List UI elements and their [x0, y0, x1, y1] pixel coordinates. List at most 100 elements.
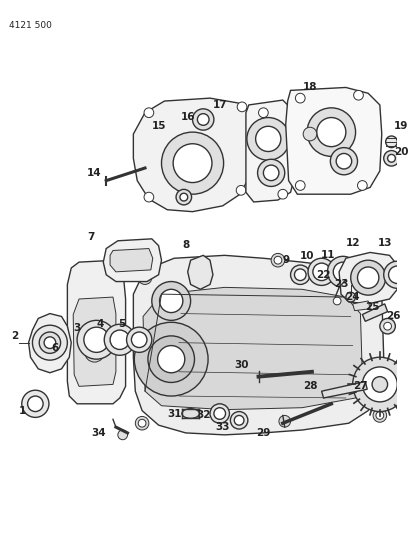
Text: 11: 11	[321, 251, 336, 260]
Circle shape	[388, 266, 406, 284]
Circle shape	[144, 108, 154, 118]
Circle shape	[110, 330, 129, 350]
Circle shape	[295, 269, 306, 280]
Text: 13: 13	[377, 238, 392, 248]
Circle shape	[84, 327, 109, 352]
Text: 9: 9	[282, 255, 289, 265]
Circle shape	[357, 181, 367, 190]
Polygon shape	[246, 100, 297, 202]
Text: 3: 3	[73, 323, 81, 333]
Polygon shape	[133, 98, 256, 212]
Text: 4121 500: 4121 500	[9, 21, 52, 30]
Circle shape	[384, 261, 408, 288]
Text: 6: 6	[51, 343, 58, 352]
Text: 17: 17	[213, 100, 227, 110]
Circle shape	[333, 262, 353, 281]
Circle shape	[104, 324, 135, 356]
Circle shape	[231, 411, 248, 429]
Text: 8: 8	[182, 240, 189, 249]
Circle shape	[259, 108, 268, 118]
Text: 7: 7	[87, 232, 94, 242]
Circle shape	[351, 260, 386, 295]
Circle shape	[126, 327, 152, 352]
Text: 22: 22	[316, 270, 331, 280]
Circle shape	[148, 336, 195, 383]
Circle shape	[274, 256, 282, 264]
Circle shape	[372, 377, 388, 392]
Text: 34: 34	[91, 428, 106, 438]
Text: 16: 16	[180, 111, 195, 122]
Circle shape	[264, 165, 279, 181]
Polygon shape	[362, 304, 388, 321]
Circle shape	[162, 132, 224, 194]
Text: 30: 30	[235, 360, 249, 370]
Polygon shape	[73, 297, 116, 386]
Circle shape	[237, 102, 247, 112]
Text: 23: 23	[334, 279, 348, 289]
Circle shape	[257, 159, 285, 187]
Circle shape	[160, 289, 183, 312]
Circle shape	[138, 419, 146, 427]
Circle shape	[307, 108, 356, 156]
Circle shape	[33, 325, 67, 360]
Circle shape	[388, 155, 395, 162]
Circle shape	[236, 185, 246, 195]
Text: 29: 29	[256, 428, 271, 438]
Circle shape	[330, 148, 357, 175]
Circle shape	[384, 150, 399, 166]
Text: 25: 25	[365, 302, 379, 312]
Text: 1: 1	[19, 406, 27, 416]
Polygon shape	[29, 313, 71, 373]
Circle shape	[234, 415, 244, 425]
Circle shape	[303, 127, 317, 141]
Text: 12: 12	[346, 238, 360, 248]
Circle shape	[138, 271, 152, 285]
Circle shape	[157, 345, 185, 373]
Text: 4: 4	[97, 319, 104, 329]
Text: 20: 20	[394, 147, 408, 157]
Circle shape	[295, 181, 305, 190]
Circle shape	[279, 415, 290, 427]
Text: 27: 27	[353, 381, 368, 391]
Text: 24: 24	[345, 292, 360, 302]
Circle shape	[214, 408, 226, 419]
Polygon shape	[143, 287, 362, 410]
Polygon shape	[353, 301, 370, 311]
Text: 19: 19	[394, 122, 408, 131]
Circle shape	[144, 192, 154, 202]
Polygon shape	[188, 255, 213, 289]
Circle shape	[386, 136, 397, 148]
Circle shape	[308, 259, 335, 286]
Circle shape	[278, 189, 288, 199]
Circle shape	[180, 193, 188, 201]
Polygon shape	[322, 382, 367, 398]
Circle shape	[346, 292, 356, 302]
Circle shape	[361, 280, 369, 288]
Circle shape	[359, 278, 372, 291]
Circle shape	[354, 91, 364, 100]
Text: 26: 26	[386, 311, 401, 321]
Text: 32: 32	[196, 410, 211, 421]
Circle shape	[247, 118, 290, 160]
Circle shape	[290, 265, 310, 285]
Text: 31: 31	[167, 408, 182, 418]
Circle shape	[317, 118, 346, 147]
Circle shape	[134, 322, 208, 396]
Circle shape	[176, 189, 192, 205]
Ellipse shape	[182, 409, 200, 418]
Circle shape	[295, 93, 305, 103]
Text: 2: 2	[11, 331, 19, 341]
Text: 18: 18	[303, 83, 317, 92]
Circle shape	[333, 297, 341, 305]
Polygon shape	[286, 87, 382, 194]
Circle shape	[271, 253, 285, 267]
Circle shape	[362, 367, 397, 402]
Circle shape	[353, 357, 407, 411]
Circle shape	[193, 109, 214, 130]
Text: 15: 15	[151, 122, 166, 131]
Text: 14: 14	[87, 168, 102, 178]
Circle shape	[328, 256, 359, 287]
Polygon shape	[339, 253, 397, 304]
Circle shape	[22, 390, 49, 417]
Text: 10: 10	[300, 252, 314, 261]
